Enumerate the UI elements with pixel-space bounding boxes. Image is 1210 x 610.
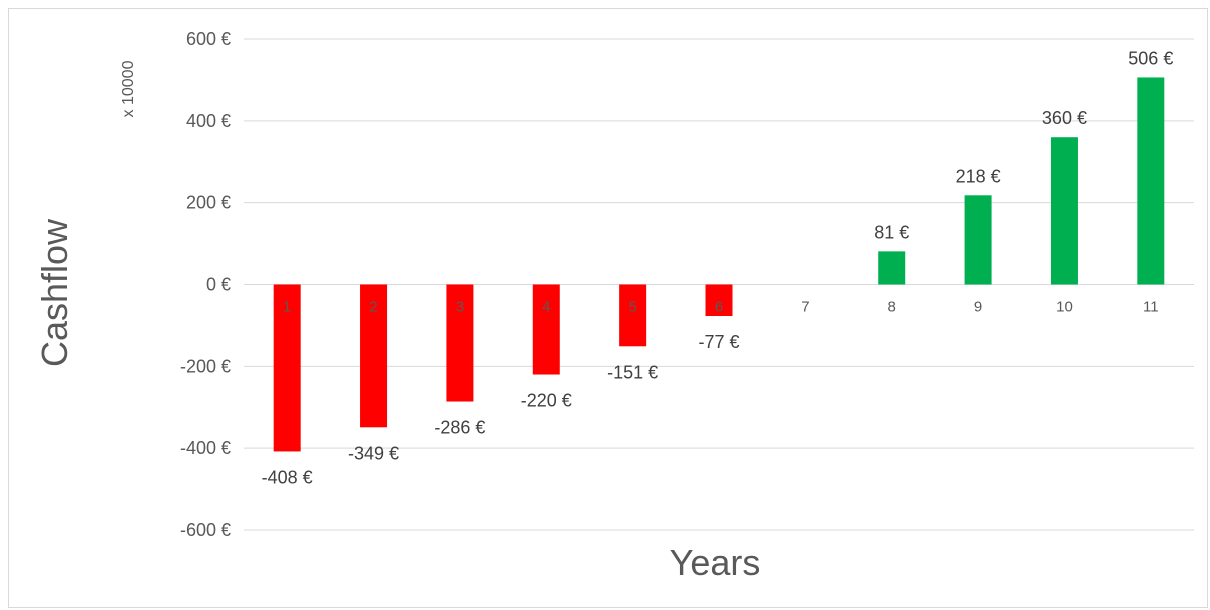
cashflow-chart: 600 € 400 € 200 € 0 € -200 € -400 € -600 € 1 -40…: [34, 29, 1194, 583]
data-label: -408 €: [262, 467, 313, 487]
x-tick-label: 11: [1143, 299, 1159, 316]
data-label: 506 €: [1128, 48, 1173, 68]
y-tick-label: 400 €: [186, 111, 231, 131]
bar: [1137, 77, 1165, 285]
chart-frame: 600 € 400 € 200 € 0 € -200 € -400 € -600 € 1 -40…: [8, 8, 1208, 608]
y-axis-unit: x 10000: [120, 60, 137, 117]
bar: [360, 284, 388, 428]
x-tick-label: 4: [542, 299, 550, 316]
data-label: -349 €: [348, 443, 399, 463]
bar: [705, 284, 733, 317]
y-tick-label: 600 €: [186, 29, 231, 49]
gridlines: [244, 38, 1194, 531]
y-tick-label: 200 €: [186, 193, 231, 213]
x-tick-label: 3: [456, 299, 464, 316]
y-tick-label: -600 €: [180, 520, 231, 540]
bar: [446, 284, 474, 402]
x-tick-label: 1: [283, 299, 291, 316]
bar: [1050, 137, 1078, 285]
y-tick-label: -400 €: [180, 438, 231, 458]
x-tick-label: 8: [888, 299, 896, 316]
x-tick-label: 7: [801, 299, 809, 316]
x-tick-label: 10: [1056, 299, 1073, 316]
data-label: 218 €: [956, 166, 1001, 186]
x-tick-label: 5: [628, 299, 636, 316]
bar: [532, 284, 560, 375]
y-axis-title: Cashflow: [34, 218, 75, 367]
data-label: -151 €: [607, 362, 658, 382]
y-tick-label: -200 €: [180, 356, 231, 376]
x-axis-title: Years: [670, 542, 761, 583]
x-tick-label: 9: [974, 299, 982, 316]
bar: [964, 195, 992, 285]
bar: [619, 284, 647, 347]
bar: [878, 251, 906, 285]
bar: [273, 284, 301, 452]
data-label: -286 €: [434, 418, 485, 438]
bars: [273, 77, 1165, 452]
x-tick-label: 2: [369, 299, 377, 316]
data-label: -220 €: [521, 391, 572, 411]
y-tick-label: 0 €: [206, 275, 231, 295]
labels: 600 € 400 € 200 € 0 € -200 € -400 € -600 € 1 -40…: [180, 29, 1173, 540]
data-label: -77 €: [698, 332, 739, 352]
data-label: 81 €: [874, 222, 909, 242]
x-tick-label: 6: [715, 299, 723, 316]
data-label: 360 €: [1042, 108, 1087, 128]
